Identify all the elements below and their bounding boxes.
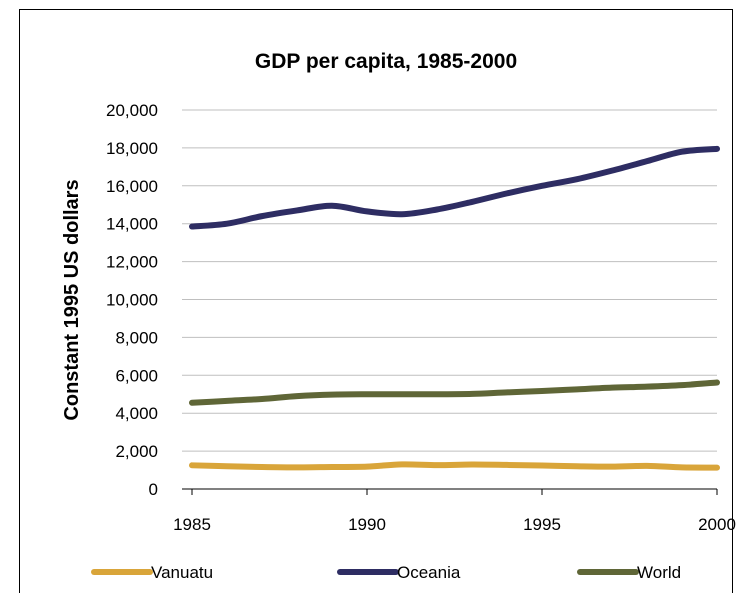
- legend-label-vanuatu: Vanuatu: [151, 563, 213, 582]
- y-tick-label: 2,000: [115, 442, 158, 461]
- gridlines: [182, 109, 717, 452]
- x-tick-labels: 1985 1990 1995 2000: [173, 489, 736, 534]
- y-tick-label: 4,000: [115, 404, 158, 423]
- y-tick-label: 6,000: [115, 366, 158, 385]
- series-line-oceania: [189, 145, 720, 230]
- series-line-vanuatu: [189, 461, 720, 471]
- y-axis-label: Constant 1995 US dollars: [61, 179, 83, 420]
- y-tick-label: 12,000: [106, 253, 158, 272]
- chart-title: GDP per capita, 1985-2000: [255, 50, 517, 73]
- y-tick-label: 0: [149, 480, 158, 499]
- y-tick-label: 8,000: [115, 328, 158, 347]
- x-tick-label: 1990: [348, 515, 386, 534]
- chart-frame: [19, 9, 733, 593]
- x-tick-label: 1985: [173, 515, 211, 534]
- legend-label-world: World: [637, 563, 681, 582]
- y-tick-label: 16,000: [106, 177, 158, 196]
- y-tick-label: 18,000: [106, 139, 158, 158]
- y-tick-label: 10,000: [106, 291, 158, 310]
- series-lines: [189, 145, 720, 471]
- legend-label-oceania: Oceania: [397, 563, 461, 582]
- y-tick-label: 14,000: [106, 215, 158, 234]
- series-line-world: [189, 379, 720, 406]
- x-tick-label: 2000: [698, 515, 736, 534]
- y-tick-labels: 0 2,000 4,000 6,000 8,000 10,000 12,000 14,000 1…: [106, 101, 158, 499]
- legend: Vanuatu Oceania World: [91, 563, 681, 582]
- y-tick-label: 20,000: [106, 101, 158, 120]
- x-tick-label: 1995: [523, 515, 561, 534]
